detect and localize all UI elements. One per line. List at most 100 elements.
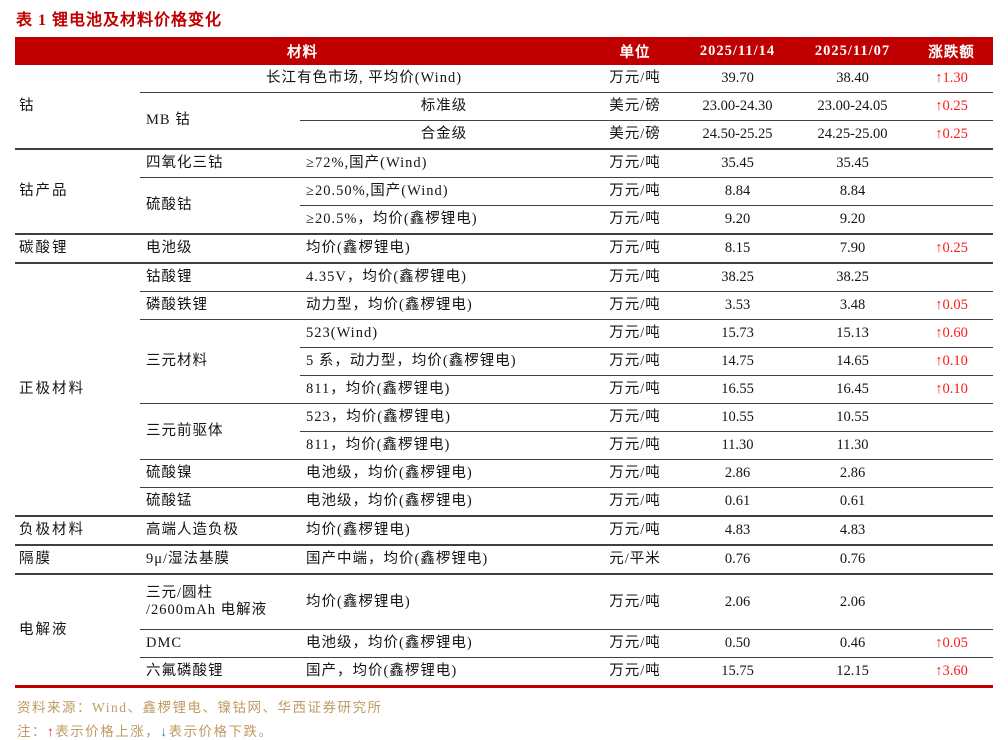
unit-cell: 美元/磅	[590, 92, 681, 121]
table-row: 电解液 三元/圆柱/2600mAh 电解液 均价(鑫椤锂电) 万元/吨 2.06 2.06	[15, 573, 994, 687]
change-cell: ↑0.60	[910, 319, 994, 348]
unit-cell: 万元/吨	[590, 233, 681, 263]
change-cell	[910, 205, 994, 234]
price-1114-cell: 10.55	[680, 403, 796, 432]
unit-cell: 万元/吨	[590, 177, 681, 206]
material-cell: 三元/圆柱/2600mAh 电解液	[140, 573, 300, 630]
price-1107-cell: 0.46	[795, 629, 911, 658]
material-cell: 六氟磷酸锂	[140, 657, 300, 687]
price-1114-cell: 15.75	[680, 657, 796, 687]
price-table: 材料 单位 2025/11/14 2025/11/07 涨跌额 钴 长江有色市场,…	[15, 37, 994, 688]
price-1114-cell: 15.73	[680, 319, 796, 348]
spec-cell: 4.35V，均价(鑫椤锂电)	[300, 262, 591, 292]
category-cell: 钴产品	[15, 148, 140, 234]
unit-cell: 万元/吨	[590, 148, 681, 178]
price-1107-cell: 0.76	[795, 544, 911, 574]
category-cell: 碳酸锂	[15, 233, 140, 263]
spec-cell: 523，均价(鑫椤锂电)	[300, 403, 591, 432]
change-cell: ↑0.25	[910, 233, 994, 263]
price-1107-cell: 2.86	[795, 459, 911, 488]
material-cell: 硫酸钴	[140, 177, 300, 234]
category-cell: 正极材料	[15, 262, 140, 516]
price-1107-cell: 38.25	[795, 262, 911, 292]
change-cell: ↑0.10	[910, 375, 994, 404]
table-row: 三元材料 523(Wind) 万元/吨 15.73 15.13 ↑0.60	[15, 319, 994, 404]
table-row: 硫酸锰 电池级，均价(鑫椤锂电) 万元/吨 0.61 0.61	[15, 487, 994, 516]
unit-cell: 万元/吨	[590, 459, 681, 488]
spec-cell: 523(Wind)	[300, 319, 591, 348]
table-row: 碳酸锂 电池级 均价(鑫椤锂电) 万元/吨 8.15 7.90 ↑0.25	[15, 233, 994, 263]
spec-cell: 电池级，均价(鑫椤锂电)	[300, 629, 591, 658]
change-cell	[910, 177, 994, 206]
col-header-change: 涨跌额	[910, 37, 994, 65]
unit-cell: 万元/吨	[590, 347, 681, 376]
table-title: 表 1 锂电池及材料价格变化	[16, 12, 223, 29]
price-1107-cell: 9.20	[795, 205, 911, 234]
price-1107-cell: 2.06	[795, 573, 911, 630]
table-row: ≥20.5%，均价(鑫椤锂电) 万元/吨 9.20 9.20	[15, 205, 994, 234]
price-1114-cell: 16.55	[680, 375, 796, 404]
spec-cell: 811，均价(鑫椤锂电)	[300, 431, 591, 460]
unit-cell: 万元/吨	[590, 487, 681, 516]
material-cell: DMC	[140, 629, 300, 658]
unit-cell: 美元/磅	[590, 120, 681, 149]
price-1114-cell: 0.76	[680, 544, 796, 574]
table-row: 三元前驱体 523，均价(鑫椤锂电) 万元/吨 10.55 10.55	[15, 403, 994, 460]
price-1107-cell: 3.48	[795, 291, 911, 320]
legend-note: 注：↑表示价格上涨，↓表示价格下跌。	[17, 720, 993, 740]
col-header-unit: 单位	[590, 37, 681, 65]
spec-cell: ≥72%,国产(Wind)	[300, 148, 591, 178]
table-row: 负极材料 高端人造负极 均价(鑫椤锂电) 万元/吨 4.83 4.83	[15, 515, 994, 545]
spec-cell: 均价(鑫椤锂电)	[300, 573, 591, 630]
unit-cell: 元/平米	[590, 544, 681, 574]
source-note: 资料来源：Wind、鑫椤锂电、镍钴网、华西证券研究所	[17, 700, 383, 715]
material-cell: 长江有色市场, 平均价(Wind)	[265, 70, 463, 87]
material-cell: 电池级	[140, 233, 300, 263]
up-arrow-icon: ↑	[47, 724, 56, 739]
material-cell: 三元材料	[140, 319, 300, 404]
col-header-material: 材料	[15, 37, 591, 65]
unit-cell: 万元/吨	[590, 431, 681, 460]
price-1114-cell: 14.75	[680, 347, 796, 376]
spec-cell: 均价(鑫椤锂电)	[300, 515, 591, 545]
table-row: 六氟磷酸锂 国产，均价(鑫椤锂电) 万元/吨 15.75 12.15 ↑3.60	[15, 657, 994, 687]
unit-cell: 万元/吨	[590, 657, 681, 687]
spec-cell: 标准级	[300, 92, 591, 121]
unit-cell: 万元/吨	[590, 375, 681, 404]
price-1114-cell: 8.15	[680, 233, 796, 263]
unit-cell: 万元/吨	[590, 573, 681, 630]
material-cell: 三元前驱体	[140, 403, 300, 460]
spec-cell: ≥20.5%，均价(鑫椤锂电)	[300, 205, 591, 234]
unit-cell: 万元/吨	[590, 515, 681, 545]
price-1107-cell: 11.30	[795, 431, 911, 460]
table-row: 钴产品 四氧化三钴 ≥72%,国产(Wind) 万元/吨 35.45 35.45	[15, 148, 994, 234]
change-cell: ↑3.60	[910, 657, 994, 687]
change-cell	[910, 487, 994, 516]
material-line: /2600mAh 电解液	[146, 602, 268, 618]
spec-cell: ≥20.50%,国产(Wind)	[300, 177, 591, 206]
price-1107-cell: 23.00-24.05	[795, 92, 911, 121]
material-cell: 钴酸锂	[140, 262, 300, 292]
table-row: 正极材料 钴酸锂 4.35V，均价(鑫椤锂电) 万元/吨 38.25 38.25	[15, 262, 994, 516]
price-1107-cell: 16.45	[795, 375, 911, 404]
spec-cell: 合金级	[300, 120, 591, 149]
category-cell: 负极材料	[15, 515, 140, 545]
price-1107-cell: 12.15	[795, 657, 911, 687]
table-row: 钴 长江有色市场, 平均价(Wind) 万元/吨 39.70 38.40 ↑1.30	[15, 65, 993, 114]
price-1114-cell: 38.25	[680, 262, 796, 292]
price-1114-cell: 3.53	[680, 291, 796, 320]
change-cell	[910, 573, 994, 630]
spec-cell: 均价(鑫椤锂电)	[300, 233, 591, 263]
spec-cell: 811，均价(鑫椤锂电)	[300, 375, 591, 404]
spec-cell: 国产，均价(鑫椤锂电)	[300, 657, 591, 687]
price-1114-cell: 2.86	[680, 459, 796, 488]
price-1114-cell: 8.84	[680, 177, 796, 206]
price-1114-cell: 35.45	[680, 148, 796, 178]
unit-cell: 万元/吨	[590, 629, 681, 658]
unit-cell: 万元/吨	[590, 291, 681, 320]
note-up-text: 表示价格上涨，	[55, 724, 161, 739]
material-cell: 磷酸铁锂	[140, 291, 300, 320]
price-1114-cell: 39.70	[721, 70, 754, 87]
table-row: 硫酸镍 电池级，均价(鑫椤锂电) 万元/吨 2.86 2.86	[15, 459, 994, 488]
